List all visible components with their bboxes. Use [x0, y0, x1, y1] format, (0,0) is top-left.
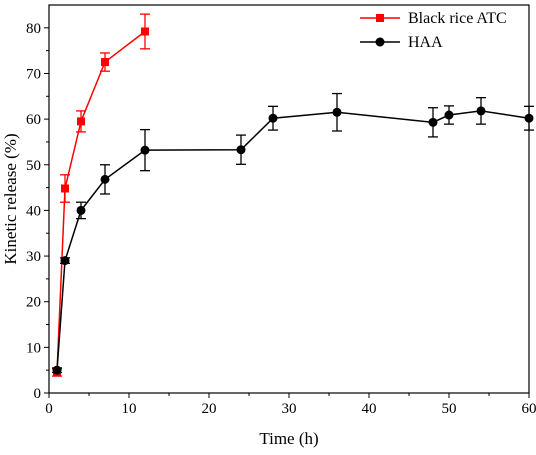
legend-label: HAA [408, 34, 443, 51]
y-tick-label: 10 [26, 340, 41, 356]
series-haa [52, 92, 534, 375]
y-tick-label: 50 [26, 158, 41, 174]
legend: Black rice ATC HAA [360, 10, 507, 51]
y-tick-label: 0 [34, 386, 42, 402]
legend-item: Black rice ATC [360, 10, 507, 27]
y-tick-label: 40 [26, 203, 41, 219]
data-point [77, 117, 85, 126]
y-axis-title: Kinetic release (%) [1, 133, 20, 264]
data-point [100, 174, 110, 184]
y-tick-label: 70 [26, 66, 41, 82]
legend-item: HAA [360, 34, 443, 51]
x-tick-label: 40 [362, 401, 377, 417]
legend-marker [376, 14, 384, 22]
data-point [236, 145, 246, 155]
legend-label: Black rice ATC [408, 10, 507, 27]
data-point [268, 113, 278, 123]
data-point [52, 365, 62, 375]
y-tick-label: 60 [26, 112, 41, 128]
x-tick-label: 50 [442, 401, 457, 417]
y-tick-label: 20 [26, 295, 41, 311]
x-tick-label: 0 [45, 401, 53, 417]
x-tick-label: 10 [122, 401, 137, 417]
y-tick-label: 80 [26, 21, 41, 37]
data-point [140, 145, 150, 155]
y-tick-label: 30 [26, 249, 41, 265]
series-line [56, 30, 146, 373]
series-black-rice-atc [52, 13, 150, 377]
data-point [141, 27, 149, 36]
data-point [101, 58, 109, 67]
axes: 0 10 20 30 40 50 60 0 10 20 30 40 50 60 70 80 [26, 4, 536, 417]
data-point [60, 256, 70, 266]
legend-marker [375, 37, 385, 47]
data-point [476, 106, 486, 116]
data-point [444, 110, 454, 120]
x-tick-label: 60 [522, 401, 536, 417]
plot-frame [48, 4, 530, 394]
x-tick-label: 30 [282, 401, 297, 417]
x-axis-title: Time (h) [259, 429, 318, 448]
x-tick-label: 20 [202, 401, 217, 417]
data-point [428, 117, 438, 127]
data-point [76, 205, 86, 215]
data-point [61, 184, 69, 193]
plot-area [52, 13, 534, 377]
data-point [332, 107, 342, 117]
series-line [56, 110, 530, 371]
